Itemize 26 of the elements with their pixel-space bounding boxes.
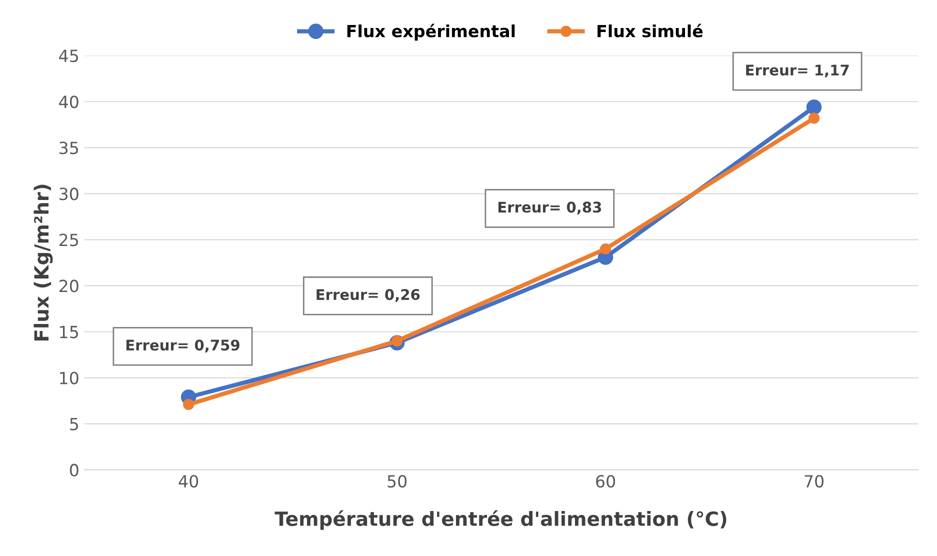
x-tick-label: 70 [804, 474, 824, 488]
y-tick-label: 0 [70, 464, 78, 476]
y-tick-label: 10 [60, 372, 78, 384]
y-tick-label: 35 [60, 142, 78, 154]
annotation: Erreur= 0,83 [498, 202, 602, 215]
annotation: Erreur= 0,26 [316, 289, 420, 302]
y-tick-label: 25 [59, 234, 78, 246]
legend-label: Flux simulé [598, 24, 703, 38]
annotation: Erreur= 1,17 [746, 64, 849, 78]
point [806, 100, 822, 115]
point [600, 243, 612, 254]
y-tick-label: 30 [60, 188, 78, 200]
y-axis-title: Flux (Kg/m²hr) [34, 184, 53, 341]
y-tick-label: 20 [59, 280, 78, 292]
point [183, 398, 194, 410]
x-axis-title: Température d'entrée d'alimentation (°C) [274, 510, 726, 530]
annotation: Erreur= 0,759 [126, 340, 240, 352]
y-tick-label: 15 [60, 326, 78, 338]
legend-label: Flux expérimental [347, 24, 515, 41]
x-tick-label: 40 [178, 474, 198, 488]
y-tick-label: 5 [70, 418, 78, 430]
point [808, 112, 820, 124]
y-tick-label: 40 [59, 96, 78, 108]
x-tick-label: 60 [596, 474, 616, 488]
x-tick-label: 50 [388, 474, 407, 488]
y-tick-label: 45 [59, 50, 78, 62]
